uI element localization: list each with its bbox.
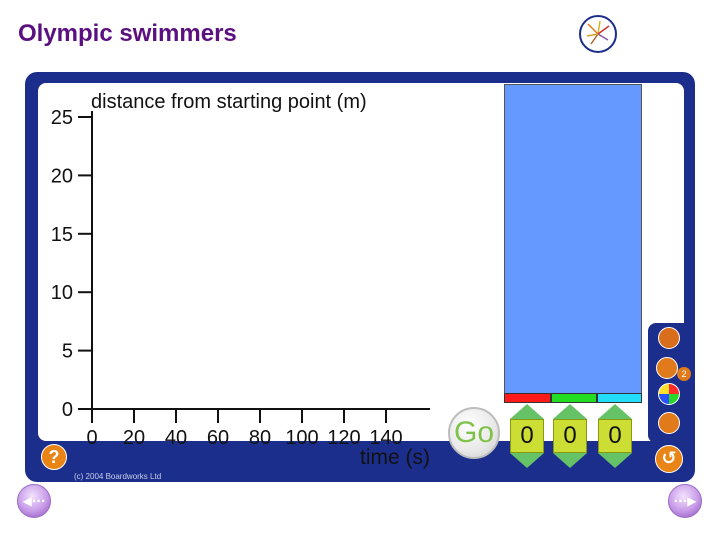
- go-button[interactable]: Go: [448, 407, 500, 459]
- previous-slide-button[interactable]: ◀···: [17, 484, 51, 518]
- speed-control-green: 0: [553, 404, 587, 468]
- speed-value: 0: [553, 419, 587, 453]
- x-tick-label: 40: [165, 427, 187, 449]
- speed-control-cyan: 0: [598, 404, 632, 468]
- speed-value: 0: [510, 419, 544, 453]
- y-tick-label: 15: [51, 224, 73, 246]
- lane-green: [551, 393, 597, 403]
- x-tick-label: 120: [327, 427, 360, 449]
- help-button[interactable]: ?: [41, 444, 67, 470]
- number-badge: 2: [677, 367, 691, 381]
- x-tick-label: 100: [285, 427, 318, 449]
- line-icon[interactable]: [656, 357, 678, 379]
- speed-up-arrow-icon[interactable]: [510, 404, 544, 419]
- speed-value: 0: [598, 419, 632, 453]
- speed-up-arrow-icon[interactable]: [553, 404, 587, 419]
- undo-icon[interactable]: ↺: [655, 445, 683, 473]
- speed-up-arrow-icon[interactable]: [598, 404, 632, 419]
- x-tick-label: 0: [86, 427, 97, 449]
- x-ticks: 0 20 40 60 80 100 120 140: [86, 409, 403, 449]
- y-tick-label: 25: [51, 107, 73, 129]
- lane-cyan: [597, 393, 642, 403]
- x-axis-label: time (s): [360, 446, 430, 469]
- eraser-icon[interactable]: [658, 412, 680, 434]
- color-wheel-icon[interactable]: [658, 383, 680, 405]
- swimming-pool: [504, 84, 642, 402]
- next-slide-button[interactable]: ···▶: [668, 484, 702, 518]
- x-tick-label: 20: [123, 427, 145, 449]
- lane-red: [504, 393, 551, 403]
- speed-down-arrow-icon[interactable]: [598, 453, 632, 468]
- speed-down-arrow-icon[interactable]: [510, 453, 544, 468]
- pen-icon[interactable]: [658, 327, 680, 349]
- y-tick-label: 20: [51, 165, 73, 187]
- speed-down-arrow-icon[interactable]: [553, 453, 587, 468]
- y-ticks: 0 5 10 15 20 25: [51, 107, 92, 421]
- y-axis-label: distance from starting point (m): [91, 91, 367, 113]
- speed-control-red: 0: [510, 404, 544, 468]
- x-tick-label: 60: [207, 427, 229, 449]
- slide-title: Olympic swimmers: [18, 20, 237, 47]
- copyright-text: (c) 2004 Boardworks Ltd: [74, 472, 162, 481]
- boardworks-logo-icon: [579, 15, 617, 53]
- y-tick-label: 10: [51, 282, 73, 304]
- graph-axes: [91, 111, 430, 410]
- x-tick-label: 140: [369, 427, 402, 449]
- distance-time-graph: distance from starting point (m) 0 5 10 15 2…: [51, 91, 430, 469]
- x-tick-label: 80: [249, 427, 271, 449]
- y-tick-label: 0: [62, 399, 73, 421]
- y-tick-label: 5: [62, 341, 73, 363]
